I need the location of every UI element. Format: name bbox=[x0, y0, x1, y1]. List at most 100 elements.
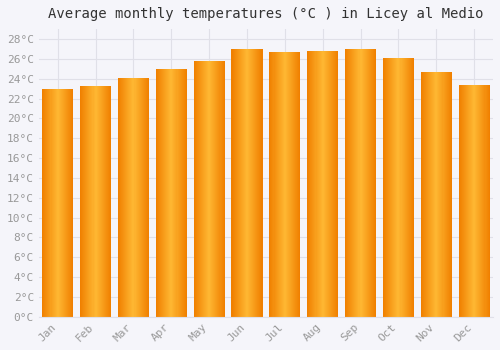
Bar bbox=[178, 69, 180, 317]
Bar bbox=[201, 61, 202, 317]
Bar bbox=[286, 52, 287, 317]
Bar bbox=[105, 86, 106, 317]
Bar bbox=[307, 51, 308, 317]
Bar bbox=[458, 85, 460, 317]
Bar bbox=[373, 49, 374, 317]
Bar bbox=[331, 51, 332, 317]
Bar bbox=[283, 52, 284, 317]
Bar bbox=[249, 49, 250, 317]
Bar bbox=[422, 72, 423, 317]
Bar bbox=[212, 61, 214, 317]
Bar bbox=[436, 72, 438, 317]
Bar bbox=[350, 49, 352, 317]
Bar bbox=[167, 69, 168, 317]
Bar bbox=[314, 51, 316, 317]
Bar bbox=[318, 51, 320, 317]
Bar bbox=[148, 78, 149, 317]
Bar bbox=[119, 78, 120, 317]
Bar bbox=[298, 52, 300, 317]
Bar bbox=[333, 51, 334, 317]
Bar bbox=[100, 86, 101, 317]
Bar bbox=[242, 49, 243, 317]
Bar bbox=[413, 58, 414, 317]
Bar bbox=[210, 61, 211, 317]
Bar bbox=[468, 85, 469, 317]
Bar bbox=[50, 89, 51, 317]
Bar bbox=[72, 89, 74, 317]
Bar bbox=[450, 72, 451, 317]
Bar bbox=[348, 49, 349, 317]
Bar bbox=[48, 89, 50, 317]
Bar bbox=[103, 86, 104, 317]
Bar bbox=[161, 69, 162, 317]
Bar bbox=[290, 52, 291, 317]
Bar bbox=[205, 61, 206, 317]
Bar bbox=[352, 49, 354, 317]
Bar bbox=[145, 78, 146, 317]
Bar bbox=[370, 49, 371, 317]
Bar bbox=[58, 89, 59, 317]
Bar bbox=[470, 85, 471, 317]
Bar bbox=[429, 72, 430, 317]
Bar bbox=[96, 86, 98, 317]
Bar bbox=[354, 49, 356, 317]
Bar bbox=[130, 78, 132, 317]
Bar bbox=[460, 85, 462, 317]
Bar bbox=[284, 52, 285, 317]
Bar bbox=[278, 52, 280, 317]
Bar bbox=[385, 58, 386, 317]
Bar bbox=[110, 86, 111, 317]
Bar bbox=[425, 72, 426, 317]
Bar bbox=[409, 58, 410, 317]
Bar bbox=[68, 89, 69, 317]
Bar bbox=[467, 85, 468, 317]
Bar bbox=[398, 58, 400, 317]
Bar bbox=[157, 69, 158, 317]
Bar bbox=[199, 61, 200, 317]
Bar bbox=[466, 85, 467, 317]
Bar bbox=[164, 69, 165, 317]
Bar bbox=[480, 85, 482, 317]
Bar bbox=[134, 78, 136, 317]
Bar bbox=[106, 86, 107, 317]
Bar bbox=[176, 69, 178, 317]
Bar bbox=[146, 78, 147, 317]
Bar bbox=[294, 52, 295, 317]
Bar bbox=[375, 49, 376, 317]
Bar bbox=[320, 51, 322, 317]
Bar bbox=[59, 89, 60, 317]
Bar bbox=[392, 58, 393, 317]
Bar bbox=[486, 85, 488, 317]
Bar bbox=[90, 86, 92, 317]
Bar bbox=[330, 51, 331, 317]
Bar bbox=[478, 85, 480, 317]
Bar bbox=[202, 61, 203, 317]
Bar bbox=[245, 49, 246, 317]
Bar bbox=[258, 49, 260, 317]
Bar bbox=[371, 49, 372, 317]
Bar bbox=[308, 51, 310, 317]
Bar bbox=[102, 86, 103, 317]
Bar bbox=[433, 72, 434, 317]
Bar bbox=[324, 51, 325, 317]
Bar bbox=[65, 89, 66, 317]
Bar bbox=[274, 52, 276, 317]
Bar bbox=[424, 72, 425, 317]
Bar bbox=[356, 49, 358, 317]
Bar bbox=[332, 51, 333, 317]
Bar bbox=[142, 78, 143, 317]
Bar bbox=[260, 49, 262, 317]
Bar bbox=[390, 58, 391, 317]
Bar bbox=[316, 51, 318, 317]
Bar bbox=[345, 49, 346, 317]
Bar bbox=[438, 72, 440, 317]
Bar bbox=[410, 58, 411, 317]
Bar bbox=[220, 61, 222, 317]
Bar bbox=[234, 49, 236, 317]
Bar bbox=[243, 49, 244, 317]
Bar bbox=[270, 52, 272, 317]
Bar bbox=[374, 49, 375, 317]
Bar bbox=[402, 58, 404, 317]
Bar bbox=[347, 49, 348, 317]
Bar bbox=[250, 49, 251, 317]
